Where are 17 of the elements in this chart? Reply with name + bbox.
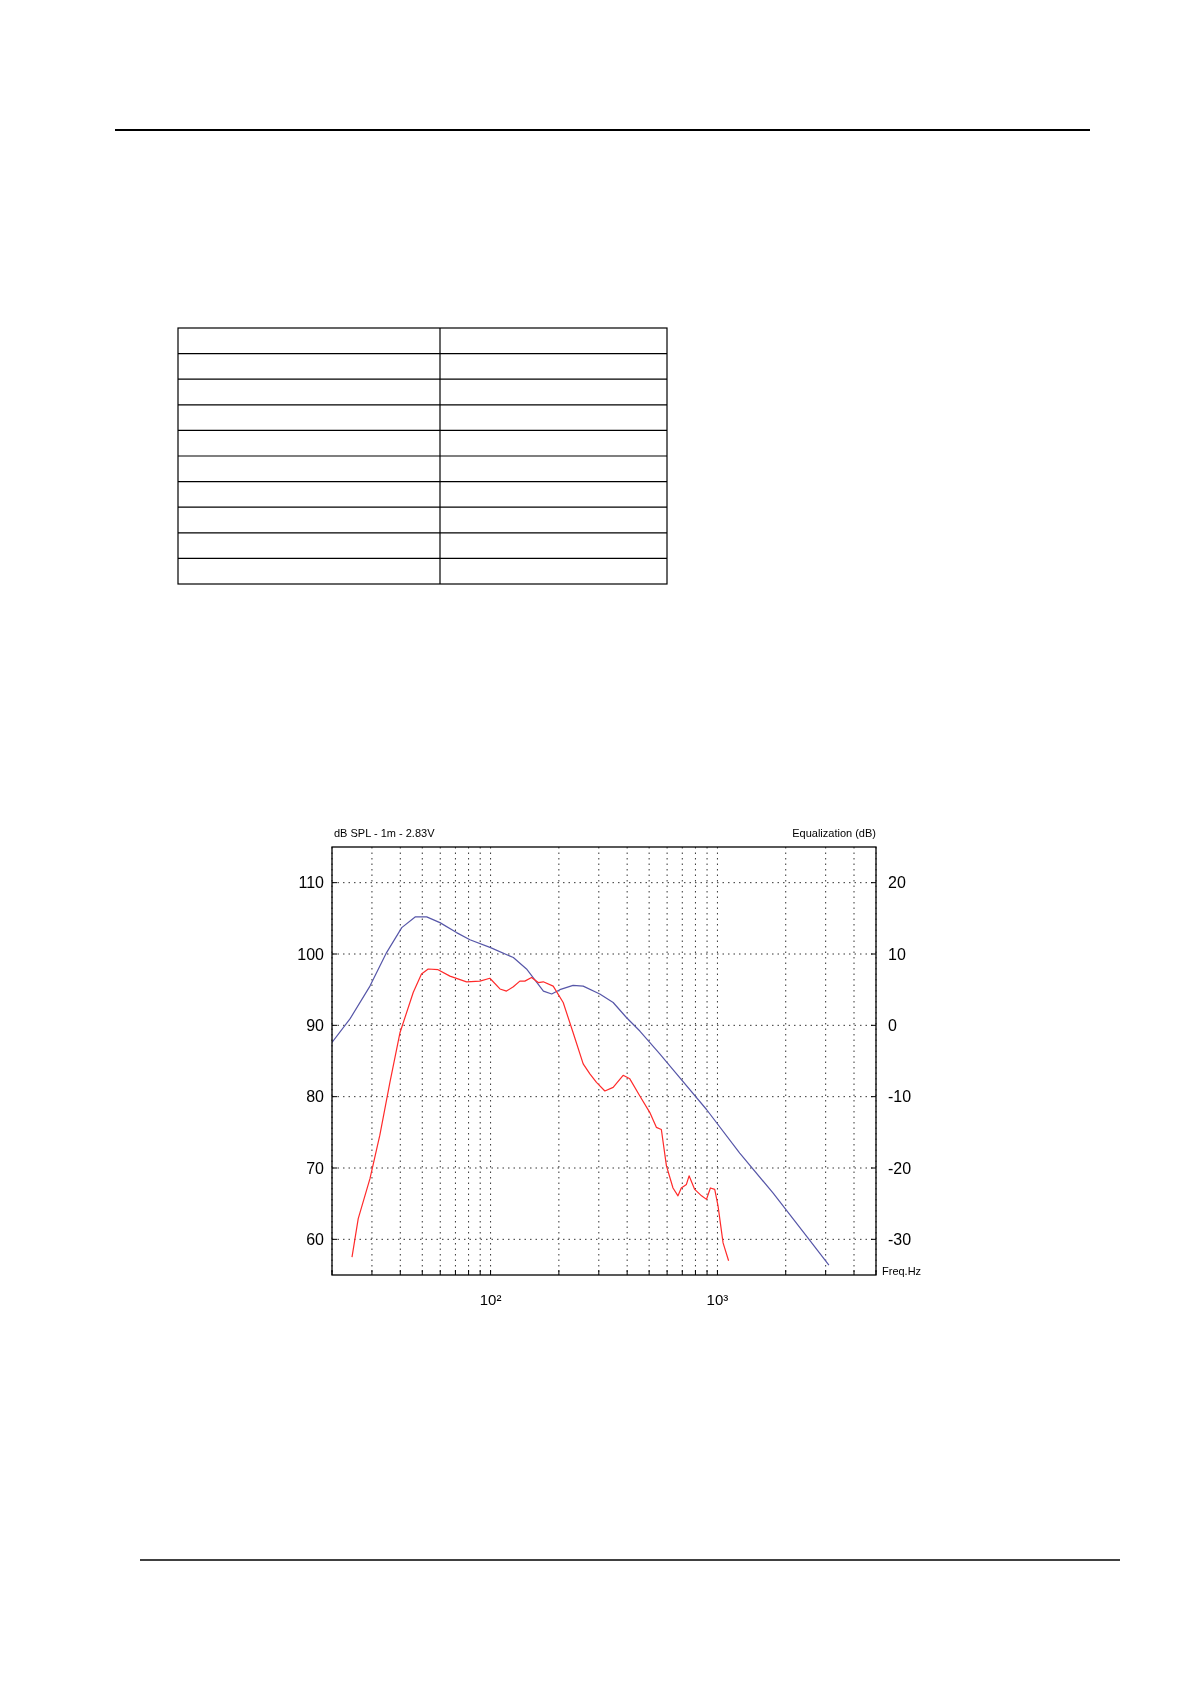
x-tick-label: 10³ — [706, 1291, 729, 1308]
y-tick-label: 70 — [306, 1159, 325, 1177]
x-tick-label: 10² — [479, 1291, 502, 1308]
y2-tick-label: 0 — [888, 1016, 897, 1034]
y2-tick-label: -10 — [888, 1088, 912, 1106]
y2-tick-label: -20 — [888, 1159, 912, 1177]
y-tick-label: 110 — [298, 874, 325, 892]
y2-tick-label: 20 — [888, 874, 906, 892]
y-tick-label: 60 — [306, 1230, 325, 1248]
x-axis-title: Freq.Hz — [882, 1265, 922, 1277]
y-axis-title: dB SPL - 1m - 2.83V — [334, 827, 436, 839]
y-tick-label: 80 — [306, 1088, 325, 1106]
y-tick-label: 100 — [297, 945, 325, 963]
y2-axis-title: Equalization (dB) — [792, 827, 876, 839]
y2-tick-label: -30 — [888, 1230, 912, 1248]
y2-tick-label: 10 — [888, 945, 906, 963]
y-tick-label: 90 — [306, 1016, 325, 1034]
